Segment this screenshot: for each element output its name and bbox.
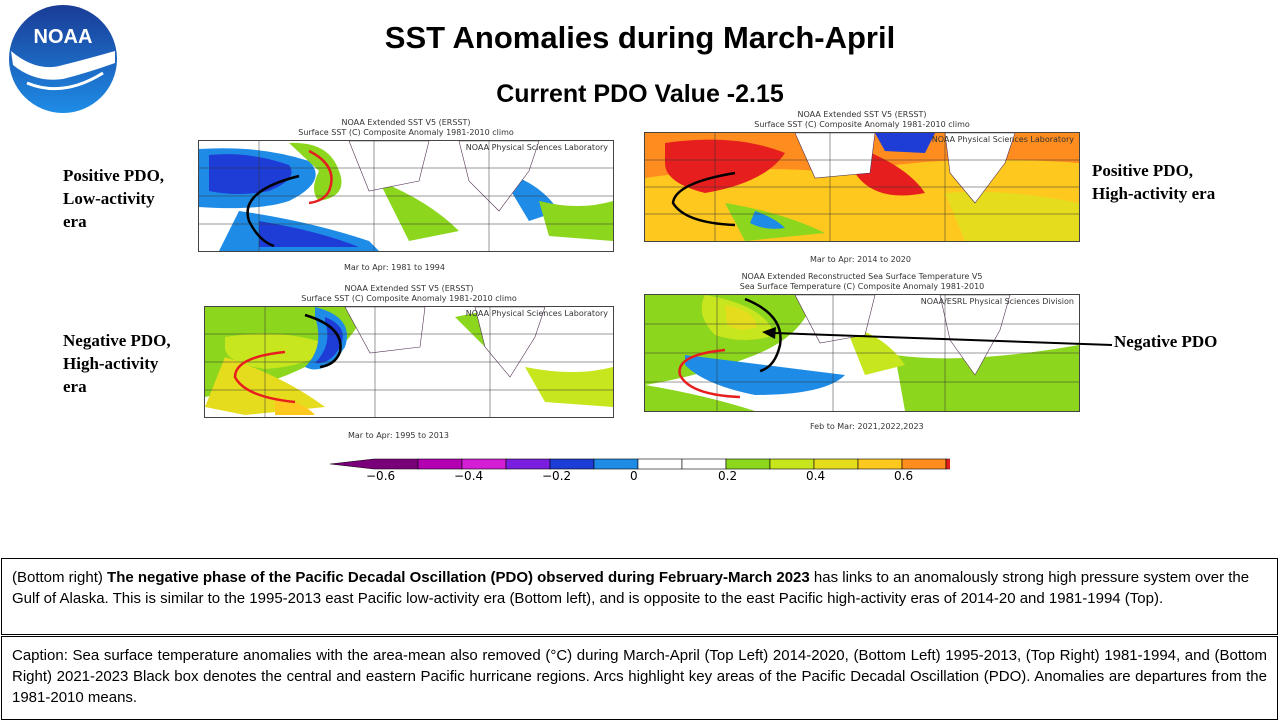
colorbar-segment	[725, 458, 771, 470]
map-header-line1: NOAA Extended SST V5 (ERSST)	[797, 110, 927, 119]
sst-map-bottom-left	[204, 306, 614, 418]
colorbar-tick-label: 0.6	[894, 469, 914, 483]
map-header-top-right: NOAA Extended SST V5 (ERSST) Surface SST…	[644, 110, 1080, 130]
description-box: (Bottom right) The negative phase of the…	[1, 558, 1278, 635]
label-bottom-left: Negative PDO, High-activity era	[63, 329, 171, 398]
map-footer-top-left: Mar to Apr: 1981 to 1994	[344, 263, 445, 272]
label-line: era	[63, 377, 87, 396]
map-header-bottom-left: NOAA Extended SST V5 (ERSST) Surface SST…	[204, 284, 614, 304]
colorbar-tick-label: 0.2	[718, 469, 738, 483]
map-credit-bottom-right: NOAA/ESRL Physical Sciences Division	[920, 297, 1074, 306]
colorbar-segment	[593, 458, 639, 470]
label-line: era	[63, 212, 87, 231]
label-top-right: Positive PDO, High-activity era	[1092, 159, 1215, 205]
colorbar-segment	[417, 458, 463, 470]
label-line: Positive PDO,	[1092, 161, 1194, 180]
label-bottom-right: Negative PDO	[1114, 332, 1218, 351]
colorbar-tick-label: −0.2	[542, 469, 572, 483]
page-title: SST Anomalies during March-April	[384, 20, 896, 55]
map-footer-bottom-right: Feb to Mar: 2021,2022,2023	[810, 422, 924, 431]
colorbar-segment	[857, 458, 903, 470]
description-prefix: (Bottom right)	[12, 569, 108, 586]
map-header-top-left: NOAA Extended SST V5 (ERSST) Surface SST…	[198, 118, 614, 138]
map-header-line2: Surface SST (C) Composite Anomaly 1981-2…	[298, 128, 514, 137]
label-line: High-activity	[63, 354, 159, 373]
colorbar-segment	[901, 458, 947, 470]
label-line: Negative PDO,	[63, 331, 171, 350]
colorbar-segment	[549, 458, 595, 470]
map-header-line2: Sea Surface Temperature (C) Composite An…	[739, 282, 985, 291]
colorbar-segment	[813, 458, 859, 470]
map-credit-bottom-left: NOAA Physical Sciences Laboratory	[465, 309, 608, 318]
colorbar-segment	[461, 458, 507, 470]
map-header-line2: Surface SST (C) Composite Anomaly 1981-2…	[754, 120, 970, 129]
label-line: High-activity era	[1092, 184, 1216, 203]
logo-text: NOAA	[34, 26, 93, 48]
sst-map-bottom-right	[644, 294, 1080, 412]
colorbar	[330, 458, 950, 470]
sst-map-top-right	[644, 132, 1080, 242]
map-header-line1: NOAA Extended Reconstructed Sea Surface …	[741, 272, 983, 281]
map-footer-bottom-left: Mar to Apr: 1995 to 2013	[348, 431, 449, 440]
colorbar-segment	[330, 458, 419, 470]
description-bold: The negative phase of the Pacific Decada…	[107, 569, 810, 586]
map-credit-top-right: NOAA Physical Sciences Laboratory	[931, 135, 1074, 144]
caption-box: Caption: Sea surface temperature anomali…	[1, 636, 1278, 720]
map-header-bottom-right: NOAA Extended Reconstructed Sea Surface …	[644, 272, 1080, 292]
colorbar-segment	[945, 458, 950, 470]
pointer-arrow-icon	[762, 327, 1113, 346]
map-footer-top-right: Mar to Apr: 2014 to 2020	[810, 255, 911, 264]
map-header-line2: Surface SST (C) Composite Anomaly 1981-2…	[301, 294, 517, 303]
map-credit-top-left: NOAA Physical Sciences Laboratory	[465, 143, 608, 152]
label-line: Positive PDO,	[63, 166, 165, 185]
map-header-line1: NOAA Extended SST V5 (ERSST)	[341, 118, 471, 127]
colorbar-segment	[505, 458, 551, 470]
page-subtitle: Current PDO Value -2.15	[496, 80, 784, 108]
colorbar-segment	[681, 458, 727, 470]
label-line: Low-activity	[63, 189, 155, 208]
colorbar-tick-label: −0.6	[366, 469, 396, 483]
label-top-left: Positive PDO, Low-activity era	[63, 164, 164, 233]
colorbar-segment	[637, 458, 683, 470]
noaa-logo-icon: NOAA	[9, 5, 117, 113]
colorbar-segment	[769, 458, 815, 470]
colorbar-tick-label: 0	[630, 469, 638, 483]
colorbar-tick-label: 0.4	[806, 469, 826, 483]
description-rest: has links to an anomalously strong high …	[12, 569, 1250, 607]
map-header-line1: NOAA Extended SST V5 (ERSST)	[344, 284, 474, 293]
sst-map-top-left	[198, 140, 614, 252]
colorbar-tick-label: −0.4	[454, 469, 484, 483]
